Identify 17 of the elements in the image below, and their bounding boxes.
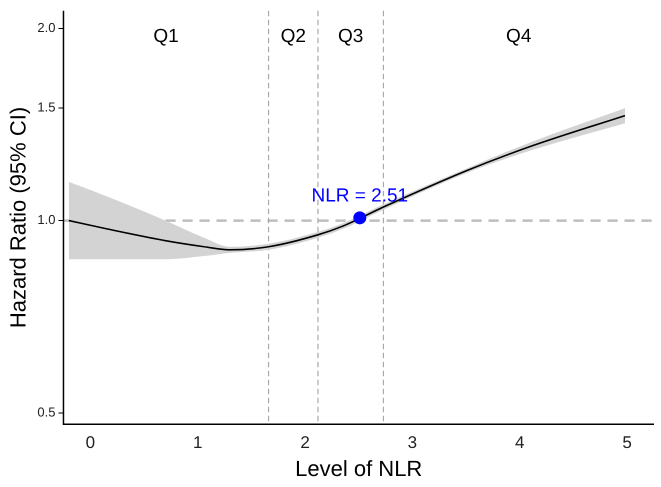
x-axis-title: Level of NLR [295, 456, 422, 481]
annotation: Q2 [280, 26, 306, 48]
y-tick-label: 2.0 [37, 20, 56, 35]
y-tick-label: 1.5 [37, 100, 56, 115]
x-tick-label: 0 [86, 433, 96, 452]
y-tick-label: 1.0 [37, 212, 56, 228]
x-tick-label: 4 [515, 433, 525, 452]
x-tick-label: 3 [408, 433, 418, 452]
annotation: Q1 [153, 26, 179, 48]
x-tick-label: 1 [192, 433, 202, 452]
y-tick-label: 0.5 [37, 404, 56, 420]
x-tick-label: 5 [622, 433, 632, 452]
x-tick-label: 2 [300, 433, 310, 452]
annotation: NLR = 2.51 [311, 186, 408, 207]
annotation: Q4 [506, 26, 532, 48]
annotation: Q3 [338, 26, 364, 48]
y-axis-title: Hazard Ratio (95% CI) [5, 106, 30, 328]
